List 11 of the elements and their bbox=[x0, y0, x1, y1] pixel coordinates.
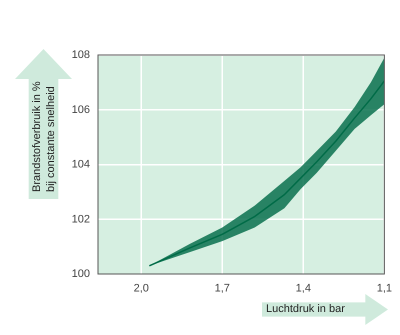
y-tick-label: 108 bbox=[72, 49, 90, 62]
x-axis-title: Luchtdruk in bar bbox=[266, 302, 345, 316]
y-tick-label: 106 bbox=[72, 104, 90, 116]
y-tick-label: 100 bbox=[72, 268, 90, 280]
x-tick-label: 2,0 bbox=[134, 282, 149, 295]
y-tick-label: 102 bbox=[72, 213, 90, 226]
y-tick-label: 104 bbox=[72, 158, 90, 171]
x-tick-label: 1,1 bbox=[376, 282, 392, 295]
x-tick-label: 1,4 bbox=[296, 282, 311, 295]
y-axis-title: Brandstofverbruik in % bij constante snelheid bbox=[30, 81, 58, 192]
x-tick-label: 1,7 bbox=[214, 282, 230, 295]
